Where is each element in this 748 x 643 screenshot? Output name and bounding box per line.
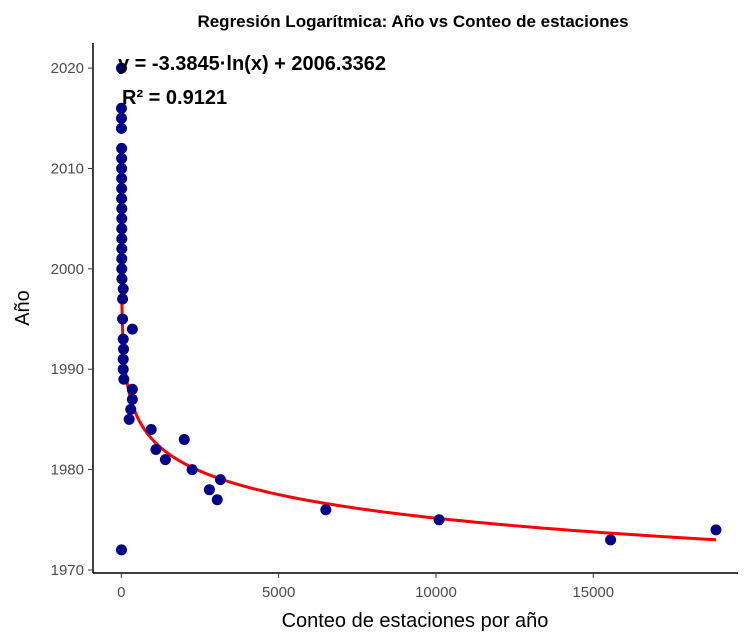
x-tick-label: 10000 (415, 584, 457, 601)
data-point (117, 293, 129, 305)
data-points (115, 62, 722, 556)
data-point (125, 403, 137, 415)
data-point (117, 333, 129, 345)
data-point (116, 263, 128, 275)
y-axis-title: Año (12, 290, 34, 326)
data-point (116, 233, 128, 245)
data-point (116, 173, 128, 185)
data-point (116, 183, 128, 195)
data-point (123, 413, 135, 425)
x-ticks: 0 5000 10000 15000 (117, 573, 614, 601)
data-point (211, 494, 223, 506)
x-tick-label: 15000 (572, 584, 614, 601)
data-point (433, 514, 445, 526)
data-point (116, 213, 128, 225)
data-point (115, 62, 127, 74)
data-point (116, 273, 128, 285)
chart-title: Regresión Logarítmica: Año vs Conteo de … (197, 12, 628, 31)
data-point (115, 544, 127, 556)
data-point (214, 474, 226, 486)
data-point (116, 162, 128, 174)
data-point (116, 193, 128, 205)
data-point (116, 203, 128, 215)
data-point (126, 393, 138, 405)
data-point (115, 112, 127, 124)
y-tick-label: 2000 (51, 261, 84, 278)
data-point (115, 102, 127, 114)
data-point (117, 283, 129, 295)
data-point (159, 454, 171, 466)
data-point (186, 464, 198, 476)
data-point (117, 313, 129, 325)
data-point (150, 444, 162, 456)
x-axis-title: Conteo de estaciones por año (282, 610, 549, 632)
x-tick-label: 0 (117, 584, 125, 601)
data-point (117, 363, 129, 375)
data-point (126, 323, 138, 335)
y-tick-label: 1970 (51, 562, 84, 579)
equation-annotation: y = -3.3845·ln(x) + 2006.3362 (118, 53, 386, 75)
r2-annotation: R² = 0.9121 (122, 87, 227, 109)
data-point (145, 423, 157, 435)
data-point (116, 253, 128, 265)
data-point (203, 484, 215, 496)
data-point (117, 353, 129, 365)
data-point (116, 223, 128, 235)
data-point (118, 343, 130, 355)
data-point (116, 243, 128, 255)
data-point (116, 152, 128, 164)
data-point (126, 383, 138, 395)
y-tick-label: 1990 (51, 361, 84, 378)
x-tick-label: 5000 (262, 584, 295, 601)
y-tick-label: 2020 (51, 60, 84, 77)
y-tick-label: 2010 (51, 160, 84, 177)
data-point (118, 373, 130, 385)
y-ticks: 1970 1980 1990 2000 2010 2020 (51, 60, 93, 579)
data-point (320, 504, 332, 516)
data-point (116, 142, 128, 154)
data-point (178, 434, 190, 445)
data-point (605, 534, 617, 546)
y-tick-label: 1980 (51, 462, 84, 479)
data-point (115, 122, 127, 134)
data-point (710, 524, 722, 536)
